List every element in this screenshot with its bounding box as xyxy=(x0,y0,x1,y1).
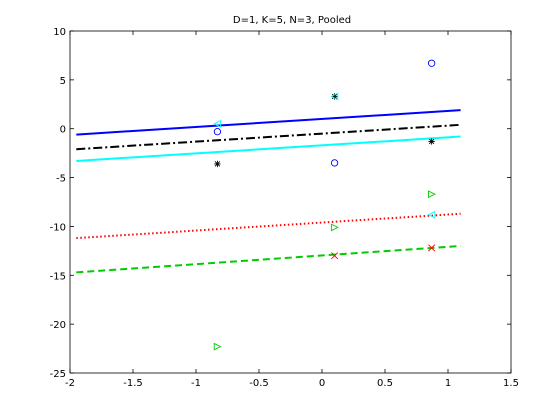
series-2-point xyxy=(330,92,339,101)
series-3-point xyxy=(331,252,339,260)
x-tick-label: -1 xyxy=(191,378,201,389)
series-4-point xyxy=(213,342,222,351)
y-tick-label: -25 xyxy=(50,369,66,380)
axis-ticks: -2 -1.5 -1 -0.5 0 0.5 1 1.5 -25 -20 -15 -10 -5 0 5 10 xyxy=(50,27,519,389)
series-0-point xyxy=(427,59,436,67)
y-tick-label: 5 xyxy=(60,76,66,87)
series-2-point xyxy=(427,210,436,219)
series-0-fit-line xyxy=(76,109,461,136)
series-4-point xyxy=(330,223,339,232)
x-tick-label: 1 xyxy=(445,378,451,389)
series-2-point xyxy=(213,119,222,128)
y-tick-label: 10 xyxy=(53,27,66,38)
x-tick-label: 0 xyxy=(319,378,325,389)
series-3-fit-line xyxy=(76,212,461,240)
series-0-point xyxy=(330,159,339,167)
series-3-point xyxy=(428,244,436,252)
series-4-fit-line xyxy=(76,244,461,274)
y-tick-label: -20 xyxy=(50,320,66,331)
series-0-point xyxy=(213,127,222,136)
y-tick-label: -5 xyxy=(56,174,66,185)
y-tick-label: -10 xyxy=(50,222,66,233)
series-1-point xyxy=(214,160,221,168)
y-tick-label: 0 xyxy=(60,125,66,136)
x-tick-label: 0.5 xyxy=(377,378,393,389)
x-tick-label: -2 xyxy=(65,378,75,389)
x-tick-label: 1.5 xyxy=(503,378,519,389)
chart-title: D=1, K=5, N=3, Pooled xyxy=(233,15,351,26)
y-tick-label: -15 xyxy=(50,271,66,282)
series-4-point xyxy=(427,190,436,199)
series-2-fit-line xyxy=(76,135,461,162)
series-1-point xyxy=(331,93,338,100)
series-1-fit-line xyxy=(76,123,461,151)
series-1-point xyxy=(428,138,435,145)
series-points xyxy=(213,59,436,351)
series-lines xyxy=(76,109,461,274)
x-tick-label: -1.5 xyxy=(123,378,143,389)
plot-frame xyxy=(69,30,512,374)
x-tick-label: -0.5 xyxy=(249,378,269,389)
